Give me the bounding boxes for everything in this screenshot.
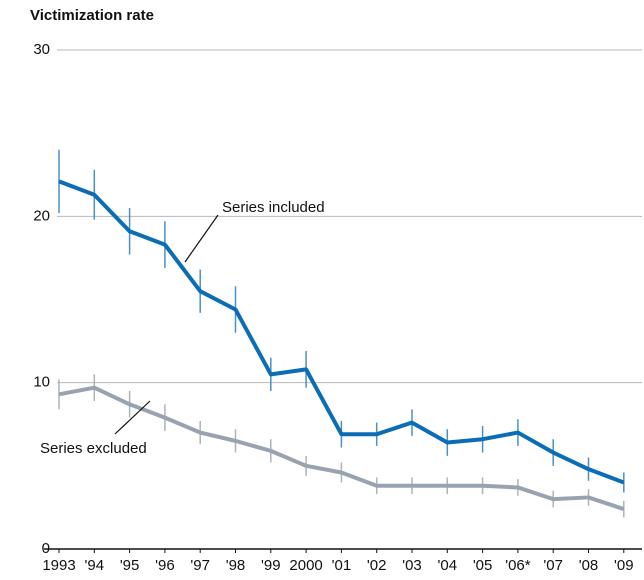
x-tick-label: '06* bbox=[505, 557, 531, 574]
x-tick-label: 2000 bbox=[289, 557, 322, 574]
x-tick-label: '08 bbox=[579, 557, 599, 574]
y-tick-label: 20 bbox=[33, 207, 50, 224]
x-tick-label: '01 bbox=[332, 557, 352, 574]
y-tick-label: 30 bbox=[33, 41, 50, 58]
x-tick-label: 1993 bbox=[42, 557, 75, 574]
series-line bbox=[58, 385, 625, 511]
x-tick-label: '05 bbox=[473, 557, 493, 574]
x-tick-label: '98 bbox=[226, 557, 246, 574]
series-label: Series excluded bbox=[40, 440, 147, 457]
series-line bbox=[58, 179, 625, 485]
x-tick-label: '95 bbox=[120, 557, 140, 574]
x-tick-label: '09 bbox=[614, 557, 634, 574]
annotation-leader bbox=[114, 400, 151, 435]
x-tick-label: '02 bbox=[367, 557, 387, 574]
y-tick-label: 10 bbox=[33, 374, 50, 391]
x-tick-label: '99 bbox=[261, 557, 281, 574]
x-tick-label: '07 bbox=[543, 557, 563, 574]
x-tick-label: '03 bbox=[402, 557, 422, 574]
x-tick-label: '97 bbox=[190, 557, 210, 574]
x-tick-label: '94 bbox=[85, 557, 105, 574]
series-label: Series included bbox=[222, 199, 325, 216]
x-tick-label: '96 bbox=[155, 557, 175, 574]
annotation-leader bbox=[184, 214, 219, 263]
x-tick-label: '04 bbox=[438, 557, 458, 574]
y-axis-title: Victimization rate bbox=[30, 7, 154, 24]
